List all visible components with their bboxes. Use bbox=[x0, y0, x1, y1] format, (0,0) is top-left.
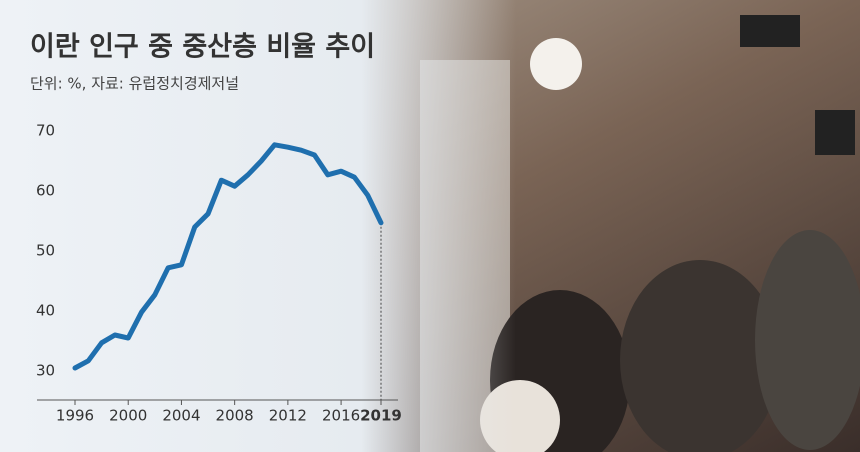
y-tick-label: 30 bbox=[36, 362, 55, 380]
x-tick-label: 2019 bbox=[360, 407, 402, 425]
y-tick-label: 60 bbox=[36, 182, 55, 200]
x-tick-label: 2000 bbox=[109, 407, 147, 425]
y-tick-label: 40 bbox=[36, 302, 55, 320]
y-tick-label: 70 bbox=[36, 122, 55, 140]
x-tick-label: 1996 bbox=[56, 407, 94, 425]
chart-subtitle: 단위: %, 자료: 유럽정치경제저널 bbox=[30, 75, 239, 93]
x-tick-label: 2012 bbox=[269, 407, 307, 425]
x-tick-label: 2008 bbox=[216, 407, 254, 425]
x-tick-label: 2004 bbox=[162, 407, 200, 425]
data-line bbox=[72, 142, 384, 371]
y-tick-label: 50 bbox=[36, 242, 55, 260]
x-tick-label: 2016 bbox=[322, 407, 360, 425]
chart-title: 이란 인구 중 중산층 비율 추이 bbox=[30, 32, 375, 63]
